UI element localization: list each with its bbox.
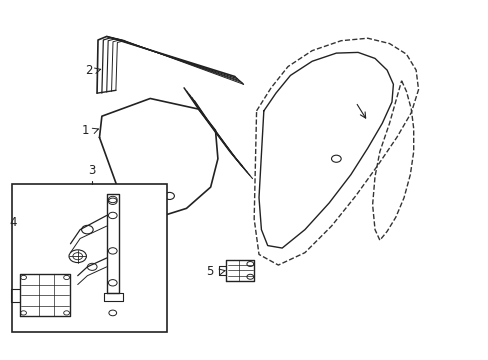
Text: 4: 4 [10, 216, 17, 229]
Bar [12, 184, 167, 332]
Text: 3: 3 [88, 164, 96, 177]
Text: 1: 1 [81, 124, 89, 137]
Text: 5: 5 [205, 265, 213, 278]
Text: 2: 2 [84, 64, 92, 77]
